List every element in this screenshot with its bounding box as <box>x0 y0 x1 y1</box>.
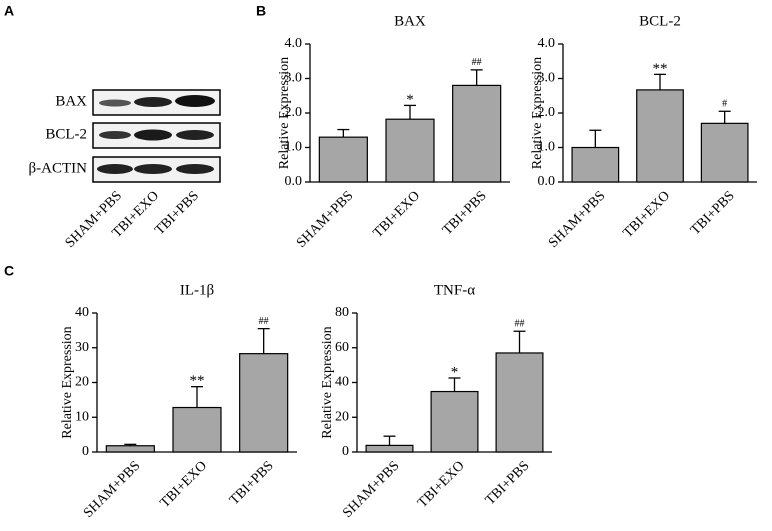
x-tick-label: TBI+PBS <box>440 188 490 238</box>
y-tick-label: 40 <box>75 305 89 320</box>
bar <box>318 136 368 183</box>
blot-row-label: β-ACTIN <box>29 160 88 176</box>
y-tick-label: 40 <box>335 375 349 390</box>
x-tick-label: TBI+EXO <box>371 188 423 240</box>
chart-title: BAX <box>394 13 426 29</box>
y-tick-label: 80 <box>335 305 349 320</box>
x-tick-label: SHAM+PBS <box>294 188 356 250</box>
y-axis-label: Relative Expression <box>320 326 335 438</box>
x-tick-label: SHAM+PBS <box>340 458 402 520</box>
bar <box>239 353 289 453</box>
blot-lane-label: SHAM+PBS <box>63 188 125 250</box>
y-tick-label: 4.0 <box>285 36 303 51</box>
x-tick-label: TBI+EXO <box>415 458 467 510</box>
blot-band <box>99 131 131 139</box>
x-tick-label: TBI+PBS <box>227 458 277 508</box>
panel-label: C <box>4 263 14 279</box>
y-tick-label: 20 <box>335 409 349 424</box>
significance-mark: ## <box>259 316 269 327</box>
y-tick-label: 1.0 <box>538 140 556 155</box>
blot-band <box>134 164 172 174</box>
panel-label: A <box>4 3 14 19</box>
bar <box>385 118 435 183</box>
significance-mark: ## <box>472 57 482 68</box>
y-axis-label: Relative Expression <box>60 326 75 438</box>
y-tick-label: 10 <box>75 409 89 424</box>
significance-mark: ** <box>653 61 668 77</box>
significance-mark: # <box>722 99 727 110</box>
blot-band <box>175 95 215 107</box>
chart-title: BCL-2 <box>639 13 681 29</box>
significance-mark: * <box>406 92 414 108</box>
significance-mark: * <box>451 364 459 380</box>
bar <box>452 84 502 183</box>
y-tick-label: 3.0 <box>538 71 556 86</box>
x-tick-label: TBI+PBS <box>483 458 533 508</box>
bar <box>172 406 222 453</box>
bar <box>700 122 749 183</box>
y-tick-label: 0.0 <box>285 174 303 189</box>
chart-title: IL-1β <box>180 282 214 298</box>
blot-band <box>134 97 172 107</box>
blot-band <box>99 99 131 107</box>
y-tick-label: 0 <box>82 444 89 459</box>
blot-band <box>97 164 133 174</box>
significance-mark: ## <box>515 319 525 330</box>
significance-mark: ** <box>190 373 205 389</box>
blot-row-label: BAX <box>55 93 87 109</box>
bar <box>636 89 684 183</box>
panel-label: B <box>256 3 266 19</box>
y-tick-label: 30 <box>75 340 89 355</box>
bar <box>105 445 155 453</box>
y-tick-label: 3.0 <box>285 71 303 86</box>
blot-band <box>176 164 214 174</box>
y-tick-label: 20 <box>75 375 89 390</box>
x-tick-label: SHAM+PBS <box>546 188 608 250</box>
blot-row-label: BCL-2 <box>45 126 87 142</box>
x-tick-label: TBI+PBS <box>688 188 738 238</box>
bar <box>495 352 544 453</box>
x-tick-label: SHAM+PBS <box>81 458 143 520</box>
y-tick-label: 2.0 <box>285 105 303 120</box>
y-tick-label: 0.0 <box>538 174 556 189</box>
blot-lane-label: TBI+PBS <box>152 188 202 238</box>
y-tick-label: 4.0 <box>538 36 556 51</box>
blot-band <box>134 129 172 141</box>
y-tick-label: 2.0 <box>538 105 556 120</box>
bar <box>571 146 620 183</box>
x-tick-label: TBI+EXO <box>158 458 210 510</box>
y-tick-label: 60 <box>335 340 349 355</box>
chart-title: TNF-α <box>434 282 475 298</box>
bar <box>430 390 479 453</box>
y-tick-label: 0 <box>342 444 349 459</box>
y-tick-label: 1.0 <box>285 140 303 155</box>
y-axis-label: Relative Expression <box>277 57 292 169</box>
y-axis-label: Relative Expression <box>530 57 545 169</box>
bar <box>365 444 414 453</box>
blot-band <box>176 130 214 140</box>
western-blot: BAX BCL-2 β-ACTIN SHAM+PBS TBI+EXO TBI+P… <box>29 89 221 251</box>
x-tick-label: TBI+EXO <box>621 188 673 240</box>
